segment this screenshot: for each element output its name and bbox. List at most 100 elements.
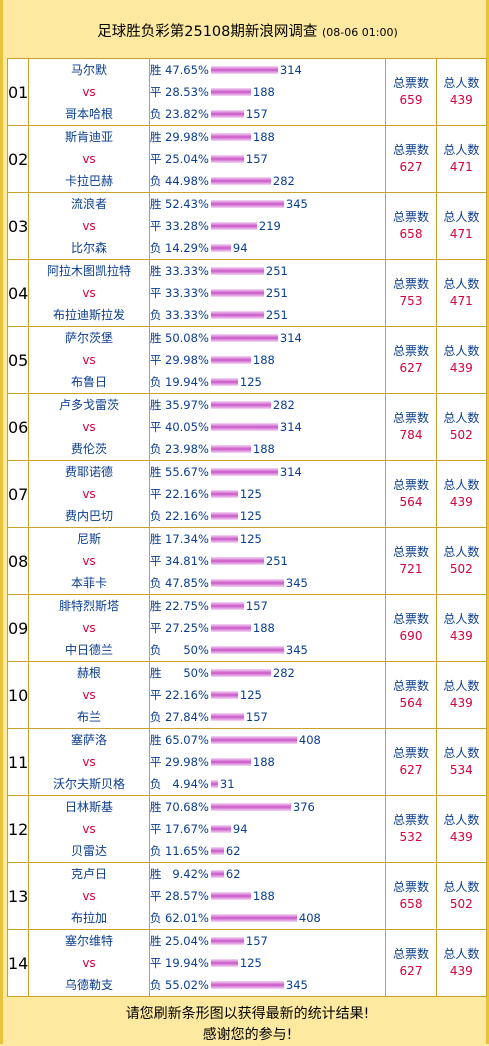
total-people-cell: 总人数 502 <box>435 393 488 461</box>
total-people-cell: 总人数 439 <box>435 929 488 997</box>
outcome-label: 平 <box>149 688 162 702</box>
vote-bars: 胜 50.08% 314 平 29.98% 188 负 19.94% 125 <box>148 326 387 394</box>
outcome-votes: 125 <box>239 375 262 389</box>
match-row: 13 克卢日 vs 布拉加 胜 9.42% 62 平 28.57% 188 负 62.01% 408 总票… <box>6 862 488 930</box>
match-row: 04 阿拉木图凯拉特 vs 布拉迪斯拉发胜 33.33% 251 平 33.33% 251 负 33… <box>6 259 488 327</box>
outcome-row-loss: 负 33.33% 251 <box>150 304 385 326</box>
outcome-percent: 50.08% <box>165 331 209 345</box>
total-people-label: 总人数 <box>443 478 480 492</box>
outcome-label: 平 <box>149 621 162 635</box>
bar-loss <box>210 445 251 453</box>
outcome-label: 胜 <box>149 599 162 613</box>
outcome-row-win: 胜 9.42% 62 <box>150 863 385 885</box>
outcome-votes: 188 <box>252 621 275 635</box>
bar-win <box>210 669 271 677</box>
total-votes-value: 721 <box>399 562 423 576</box>
match-teams: 日林斯基 vs 贝雷达 <box>28 795 150 863</box>
total-people-cell: 总人数 439 <box>435 661 488 729</box>
total-votes-cell: 总票数 658 <box>385 862 437 930</box>
outcome-row-draw: 平 33.33% 251 <box>150 282 385 304</box>
results-table: 01 马尔默 vs 哥本哈根胜 47.65% 314 平 28.53% 188 负 23.82% 15… <box>6 58 488 997</box>
outcome-percent: 25.04% <box>165 934 209 948</box>
total-votes-cell: 总票数 721 <box>385 527 437 595</box>
home-team: 费耶诺德 <box>64 465 113 479</box>
outcome-votes: 125 <box>239 509 262 523</box>
outcome-votes: 94 <box>232 822 248 836</box>
outcome-votes: 188 <box>252 353 275 367</box>
outcome-votes: 157 <box>245 599 268 613</box>
outcome-percent: 55.67% <box>165 465 209 479</box>
outcome-label: 胜 <box>149 331 162 345</box>
outcome-row-win: 胜 17.34% 125 <box>150 528 385 550</box>
outcome-label: 胜 <box>149 197 162 211</box>
bar-win <box>210 736 297 744</box>
total-people-value: 471 <box>449 160 473 174</box>
vs-label: vs <box>82 353 96 367</box>
vs-label: vs <box>82 286 96 300</box>
outcome-row-draw: 平 34.81% 251 <box>150 550 385 572</box>
home-team: 日林斯基 <box>64 800 113 814</box>
bar-win <box>210 803 291 811</box>
outcome-row-loss: 负 23.98% 188 <box>150 438 385 460</box>
bar-draw <box>210 758 251 766</box>
bar-win <box>210 602 244 610</box>
outcome-label: 胜 <box>149 63 162 77</box>
total-votes-value: 784 <box>399 428 423 442</box>
match-teams: 赫根 vs 布兰 <box>28 661 150 729</box>
match-teams: 卢多戈雷茨 vs 费伦茨 <box>28 393 150 461</box>
home-team: 赫根 <box>76 666 101 680</box>
bar-draw <box>210 423 278 431</box>
vs-label: vs <box>82 755 96 769</box>
outcome-votes: 31 <box>219 777 235 791</box>
outcome-row-loss: 负 44.98% 282 <box>150 170 385 192</box>
outcome-votes: 282 <box>272 666 295 680</box>
outcome-row-win: 胜 22.75% 157 <box>150 595 385 617</box>
total-votes-value: 627 <box>399 763 423 777</box>
total-votes-value: 658 <box>399 897 423 911</box>
bar-win <box>210 401 271 409</box>
outcome-label: 负 <box>149 241 162 255</box>
outcome-label: 胜 <box>149 666 162 680</box>
outcome-row-draw: 平 22.16% 125 <box>150 483 385 505</box>
total-people-cell: 总人数 439 <box>435 460 488 528</box>
vote-bars: 胜 33.33% 251 平 33.33% 251 负 33.33% 251 <box>148 259 387 327</box>
total-votes-label: 总票数 <box>392 813 429 827</box>
outcome-row-draw: 平 28.53% 188 <box>150 81 385 103</box>
total-people-value: 471 <box>449 227 473 241</box>
total-people-label: 总人数 <box>443 344 480 358</box>
outcome-label: 负 <box>149 509 162 523</box>
outcome-label: 负 <box>149 643 162 657</box>
match-row: 14 塞尔维特 vs 乌德勒支 胜 25.04% 157 平 19.94% 125 负 55.02% 3… <box>6 929 488 997</box>
outcome-votes: 282 <box>272 398 295 412</box>
home-team: 塞尔维特 <box>64 934 113 948</box>
vs-label: vs <box>82 85 96 99</box>
outcome-votes: 62 <box>225 867 241 881</box>
total-votes-cell: 总票数 564 <box>385 460 437 528</box>
outcome-votes: 125 <box>239 956 262 970</box>
bar-loss <box>210 579 284 587</box>
vote-bars: 胜 22.75% 157 平 27.25% 188 负 50% 345 <box>148 594 387 662</box>
total-people-cell: 总人数 471 <box>435 125 488 193</box>
bar-loss <box>210 244 231 252</box>
outcome-percent: 4.94% <box>172 777 209 791</box>
total-votes-value: 690 <box>399 629 423 643</box>
outcome-row-draw: 平 29.98% 188 <box>150 751 385 773</box>
total-people-value: 502 <box>449 562 473 576</box>
outcome-label: 负 <box>149 576 162 590</box>
outcome-percent: 29.98% <box>165 755 209 769</box>
outcome-votes: 157 <box>245 107 268 121</box>
outcome-row-loss: 负 14.29% 94 <box>150 237 385 259</box>
outcome-votes: 188 <box>252 889 275 903</box>
home-team: 阿拉木图凯拉特 <box>46 264 131 278</box>
vs-label: vs <box>82 889 96 903</box>
total-votes-cell: 总票数 532 <box>385 795 437 863</box>
match-row: 11 塞萨洛 vs 沃尔夫斯贝格 胜 65.07% 408 平 29.98% 188 负 4.94% 3… <box>6 728 488 796</box>
bar-loss <box>210 981 284 989</box>
bar-win <box>210 468 278 476</box>
match-number: 06 <box>6 393 30 461</box>
total-votes-label: 总票数 <box>392 210 429 224</box>
bar-win <box>210 535 238 543</box>
match-teams: 流浪者 vs 比尔森 <box>28 192 150 260</box>
bar-win <box>210 267 264 275</box>
total-votes-cell: 总票数 784 <box>385 393 437 461</box>
